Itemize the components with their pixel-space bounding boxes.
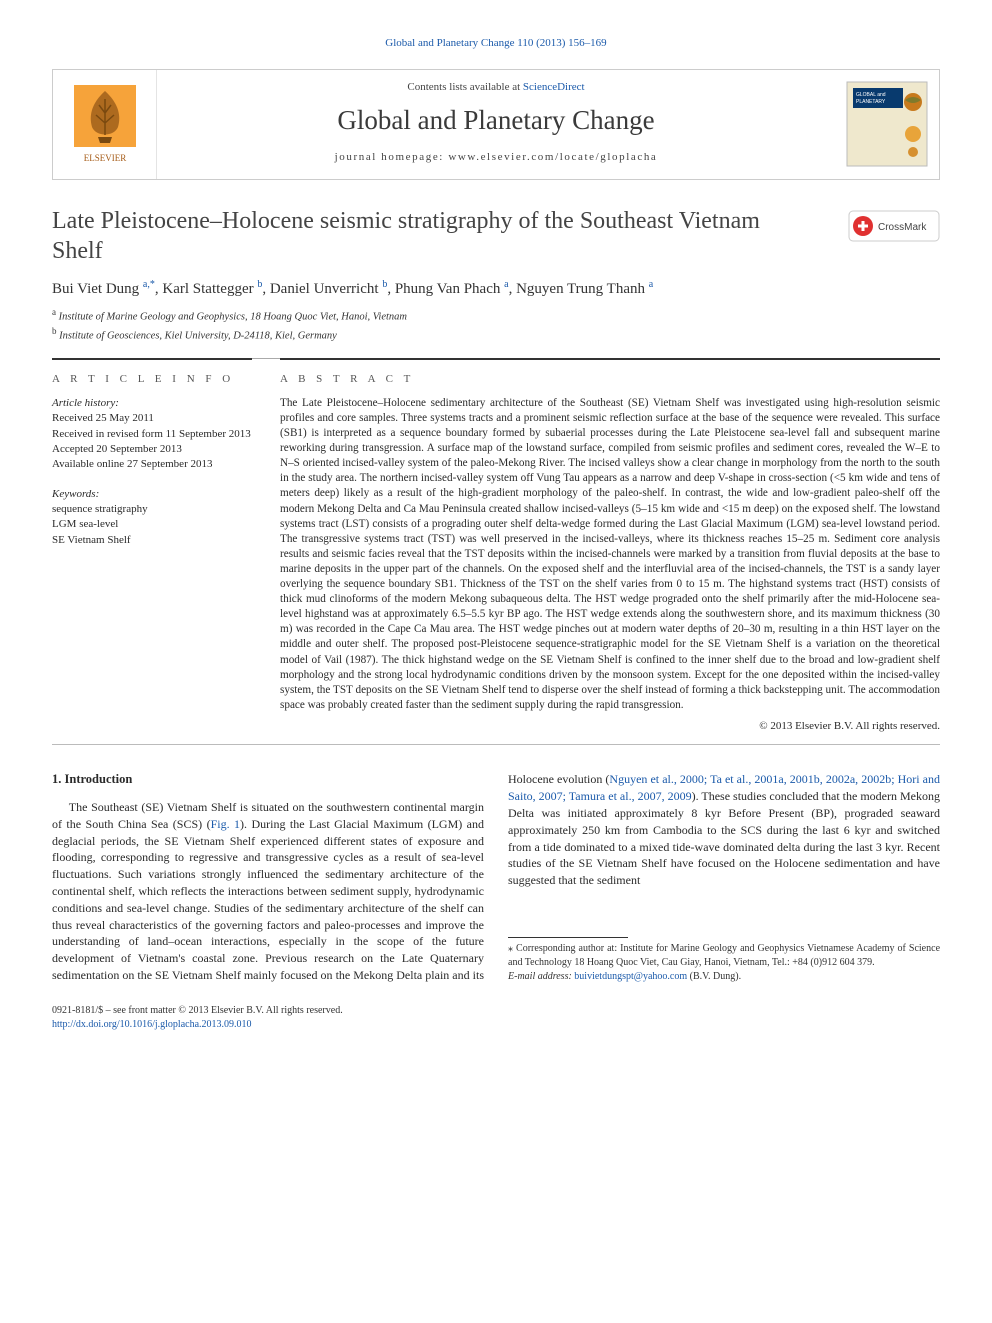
abstract-body: The Late Pleistocene–Holocene sedimentar… (280, 396, 940, 713)
journal-cover-icon: GLOBAL and PLANETARY CHANGE (845, 80, 929, 168)
article-title: Late Pleistocene–Holocene seismic strati… (52, 206, 792, 266)
email-label: E-mail address: (508, 971, 572, 982)
history-label: Article history: (52, 396, 252, 411)
author-1-corr-link[interactable]: * (150, 279, 155, 290)
history-online: Available online 27 September 2013 (52, 457, 252, 472)
corr-star: ⁎ (508, 943, 516, 954)
article-info-column: a r t i c l e i n f o Article history: R… (52, 358, 252, 734)
separator-rule (52, 744, 940, 745)
history-revised: Received in revised form 11 September 20… (52, 427, 252, 442)
contents-list-line: Contents lists available at ScienceDirec… (407, 80, 584, 95)
page-footer: 0921-8181/$ – see front matter © 2013 El… (52, 1004, 940, 1032)
history-accepted: Accepted 20 September 2013 (52, 442, 252, 457)
keywords-label: Keywords: (52, 487, 252, 502)
affiliation-b: b Institute of Geosciences, Kiel Univers… (52, 325, 940, 344)
abstract-copyright: © 2013 Elsevier B.V. All rights reserved… (280, 719, 940, 734)
affiliation-a: a Institute of Marine Geology and Geophy… (52, 306, 940, 325)
author-5-aff-link[interactable]: a (649, 279, 653, 290)
citation-link[interactable]: Global and Planetary Change 110 (2013) 1… (385, 37, 606, 49)
author-5: Nguyen Trung Thanh a (516, 281, 653, 297)
info-abstract-row: a r t i c l e i n f o Article history: R… (52, 358, 940, 734)
author-2: Karl Stattegger b (162, 281, 262, 297)
author-2-aff-link[interactable]: b (257, 279, 262, 290)
svg-text:PLANETARY: PLANETARY (856, 99, 886, 105)
email-link[interactable]: buivietdungspt@yahoo.com (574, 971, 687, 982)
issn-line: 0921-8181/$ – see front matter © 2013 El… (52, 1004, 940, 1018)
history-received: Received 25 May 2011 (52, 411, 252, 426)
contents-prefix: Contents lists available at (407, 81, 522, 93)
author-3-aff-link[interactable]: b (382, 279, 387, 290)
title-row: Late Pleistocene–Holocene seismic strati… (52, 206, 940, 266)
email-footnote: E-mail address: buivietdungspt@yahoo.com… (508, 970, 940, 984)
keyword-2: LGM sea-level (52, 517, 252, 532)
journal-homepage-line: journal homepage: www.elsevier.com/locat… (335, 150, 658, 165)
page-root: Global and Planetary Change 110 (2013) 1… (0, 0, 992, 1060)
keyword-3: SE Vietnam Shelf (52, 533, 252, 548)
author-1-aff-link[interactable]: a, (143, 279, 150, 290)
footnote-separator (508, 937, 628, 938)
crossmark-badge[interactable]: CrossMark (848, 210, 940, 242)
email-owner: (B.V. Dung). (690, 971, 741, 982)
sciencedirect-link[interactable]: ScienceDirect (523, 81, 585, 93)
svg-text:ELSEVIER: ELSEVIER (83, 153, 126, 163)
keyword-1: sequence stratigraphy (52, 502, 252, 517)
affiliation-block: a Institute of Marine Geology and Geophy… (52, 306, 940, 344)
introduction-heading: 1. Introduction (52, 771, 484, 789)
introduction-section: 1. Introduction The Southeast (SE) Vietn… (52, 771, 940, 984)
intro-p1-text-c: ). These studies concluded that the mode… (508, 789, 940, 887)
journal-title: Global and Planetary Change (337, 102, 654, 140)
abstract-column: a b s t r a c t The Late Pleistocene–Hol… (280, 358, 940, 734)
homepage-url: www.elsevier.com/locate/gloplacha (448, 151, 657, 163)
author-4: Phung Van Phach a (395, 281, 509, 297)
homepage-prefix: journal homepage: (335, 151, 449, 163)
elsevier-tree-icon: ELSEVIER (74, 85, 136, 165)
footnote-block: ⁎ Corresponding author at: Institute for… (508, 937, 940, 984)
intro-fig1-link[interactable]: Fig. 1 (211, 817, 240, 831)
corr-author-footnote: ⁎ Corresponding author at: Institute for… (508, 942, 940, 970)
article-info-header: a r t i c l e i n f o (52, 372, 252, 387)
svg-text:CrossMark: CrossMark (878, 222, 927, 233)
elsevier-logo: ELSEVIER (53, 70, 157, 179)
doi-link[interactable]: http://dx.doi.org/10.1016/j.gloplacha.20… (52, 1019, 252, 1030)
author-4-aff-link[interactable]: a (504, 279, 508, 290)
svg-text:GLOBAL and: GLOBAL and (856, 92, 886, 98)
top-citation: Global and Planetary Change 110 (2013) 1… (52, 36, 940, 51)
journal-header: ELSEVIER Contents lists available at Sci… (52, 69, 940, 180)
author-3: Daniel Unverricht b (270, 281, 387, 297)
abstract-header: a b s t r a c t (280, 372, 940, 387)
author-list: Bui Viet Dung a,*, Karl Stattegger b, Da… (52, 278, 940, 300)
journal-cover-badge: GLOBAL and PLANETARY CHANGE (845, 80, 929, 168)
author-1: Bui Viet Dung a,* (52, 281, 155, 297)
